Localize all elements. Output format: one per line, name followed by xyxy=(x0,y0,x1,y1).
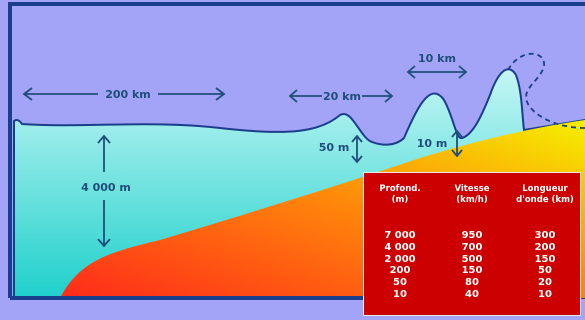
table-cell: 4 000 xyxy=(384,241,416,253)
table-cell: 150 xyxy=(534,253,556,265)
label-depth-ocean: 4 000 m xyxy=(81,181,131,194)
table-cell: 2 000 xyxy=(384,253,416,265)
table-cell: 40 xyxy=(465,288,479,300)
header-speed-line2: (km/h) xyxy=(456,195,488,205)
arrow-4000m xyxy=(97,134,111,248)
header-depth-line2: (m) xyxy=(391,195,409,205)
table-cell: 50 xyxy=(393,277,407,289)
table-cell: 200 xyxy=(534,241,556,253)
table-cell: 7 000 xyxy=(384,230,416,241)
arrow-50m xyxy=(351,134,363,164)
header-depth-line1: Profond. xyxy=(379,184,421,194)
label-width-ocean: 200 km xyxy=(105,88,151,101)
label-width-crest: 10 km xyxy=(418,52,456,65)
arrow-10km xyxy=(406,65,468,79)
header-wavelength-line1: Longueur xyxy=(522,184,568,194)
table-cell: 700 xyxy=(461,241,483,253)
tsunami-data-table: Profond. (m) Vitesse (km/h) Longueur d'o… xyxy=(363,172,581,316)
label-depth-shelf: 50 m xyxy=(319,141,350,154)
table-cell: 200 xyxy=(389,265,411,277)
arrow-200km xyxy=(22,87,226,101)
column-depth: 7 000 4 000 2 000 200 50 10 xyxy=(364,230,436,301)
column-wavelength: 300 200 150 50 20 10 xyxy=(508,230,582,301)
label-depth-shore: 10 m xyxy=(417,137,448,150)
arrow-20km xyxy=(288,89,394,103)
column-speed: 950 700 500 150 80 40 xyxy=(436,230,508,301)
label-width-coast: 20 km xyxy=(323,90,361,103)
table-cell: 80 xyxy=(465,277,479,289)
arrow-10m xyxy=(451,129,463,158)
header-depth: Profond. (m) xyxy=(364,184,436,206)
table-cell: 10 xyxy=(393,288,407,300)
header-speed: Vitesse (km/h) xyxy=(436,184,508,206)
header-speed-line1: Vitesse xyxy=(454,184,490,194)
frame xyxy=(8,2,585,298)
header-wavelength-line2: d'onde (km) xyxy=(516,195,574,205)
table-cell: 50 xyxy=(538,265,552,277)
table-cell: 150 xyxy=(461,265,483,277)
breaking-wave-curl xyxy=(507,52,585,129)
table-cell: 500 xyxy=(461,253,483,265)
header-wavelength: Longueur d'onde (km) xyxy=(508,184,582,206)
table-cell: 10 xyxy=(538,288,552,300)
table-cell: 20 xyxy=(538,277,552,289)
table-cell: 950 xyxy=(461,230,483,241)
table-cell: 300 xyxy=(534,230,556,241)
